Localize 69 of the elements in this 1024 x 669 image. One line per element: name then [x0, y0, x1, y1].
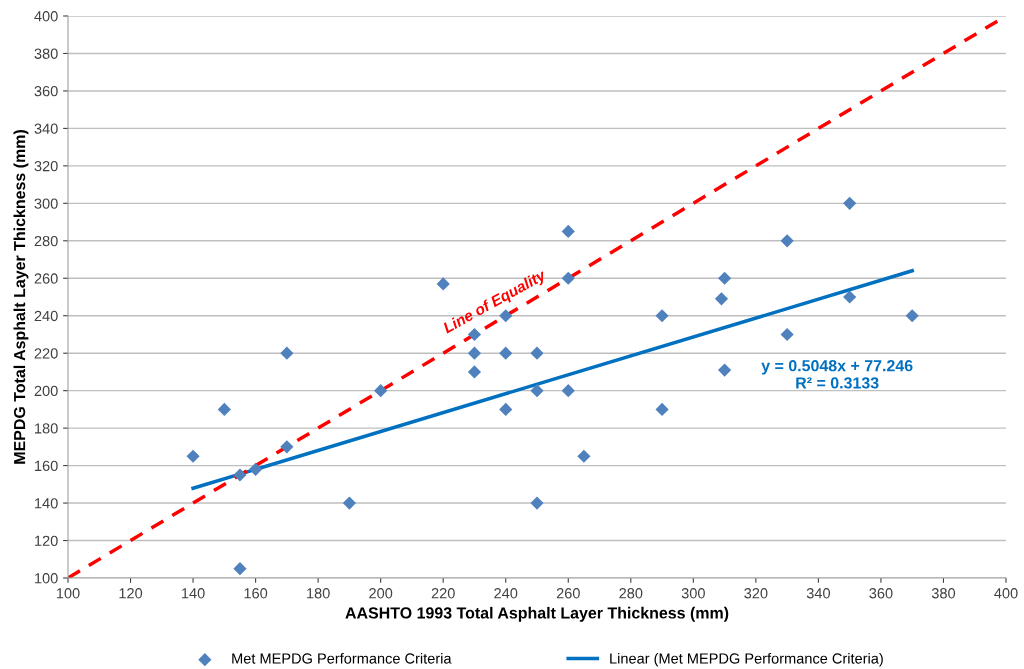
point	[530, 384, 544, 398]
point	[714, 292, 729, 306]
point	[233, 562, 247, 576]
y-tick-label: 220	[34, 348, 58, 359]
point	[905, 309, 919, 323]
point	[467, 365, 482, 379]
y-tick-label: 180	[35, 423, 58, 434]
point	[561, 271, 575, 285]
point	[718, 363, 732, 377]
x-tick-label: 160	[244, 588, 268, 599]
point	[843, 290, 857, 304]
x-tick-label: 380	[931, 588, 956, 599]
point	[467, 346, 482, 360]
point	[280, 440, 294, 454]
x-tick-label: 320	[744, 588, 768, 599]
y-axis-title: MEPDG Total Asphalt Layer Thickness (mm)	[13, 130, 29, 464]
point	[561, 384, 575, 398]
y-tick-label: 340	[34, 123, 58, 134]
x-tick-label: 400	[994, 588, 1018, 599]
point	[655, 309, 669, 323]
point	[499, 402, 513, 416]
point	[217, 402, 231, 416]
x-tick-label: 360	[869, 588, 893, 599]
y-tick-label: 380	[34, 48, 58, 59]
point	[561, 224, 575, 239]
y-tick-label: 140	[35, 498, 58, 509]
x-tick-label: 220	[431, 588, 455, 599]
x-tick-label: 180	[307, 588, 330, 599]
point	[436, 277, 450, 291]
point	[374, 384, 388, 398]
point	[499, 346, 513, 360]
x-tick-label: 260	[556, 588, 580, 599]
x-tick-label: 100	[56, 588, 80, 599]
legend-label: Met MEPDG Performance Criteria	[232, 652, 452, 664]
y-tick-label: 260	[34, 273, 58, 284]
x-tick-label: 200	[369, 588, 393, 599]
x-tick-label: 340	[806, 588, 830, 599]
point	[780, 327, 794, 342]
point	[718, 271, 732, 285]
legend-label: Linear (Met MEPDG Performance Criteria)	[610, 652, 883, 667]
point	[342, 496, 356, 510]
y-tick-label: 200	[34, 385, 58, 397]
y-tick-label: 300	[34, 198, 58, 209]
x-tick-label: 240	[494, 588, 518, 599]
y-tick-label: 280	[34, 235, 58, 247]
point	[233, 468, 247, 482]
point	[530, 346, 544, 360]
annotation: y = 0.5048x + 77.246 R² = 0.3133	[761, 360, 913, 389]
y-tick-label: 120	[35, 535, 58, 546]
y-tick-label: 320	[34, 160, 58, 172]
y-tick-label: 100	[35, 573, 58, 584]
x-tick-label: 280	[619, 588, 643, 599]
point	[499, 309, 513, 323]
point	[843, 196, 857, 210]
point	[780, 234, 794, 248]
y-tick-label: 160	[35, 460, 58, 472]
y-tick-label: 400	[34, 11, 58, 22]
point	[530, 496, 544, 510]
y-tick-label: 240	[34, 310, 58, 322]
point	[280, 346, 294, 360]
point	[655, 402, 669, 416]
y-tick-label: 360	[34, 86, 58, 97]
x-tick-label: 140	[182, 588, 205, 599]
point	[249, 462, 263, 476]
point	[577, 449, 591, 463]
x-axis-title: AASHTO 1993 Total Asphalt Layer Thickness (mm)	[345, 606, 729, 622]
x-tick-label: 300	[681, 588, 705, 599]
point	[186, 449, 200, 463]
x-tick-label: 120	[119, 588, 143, 599]
